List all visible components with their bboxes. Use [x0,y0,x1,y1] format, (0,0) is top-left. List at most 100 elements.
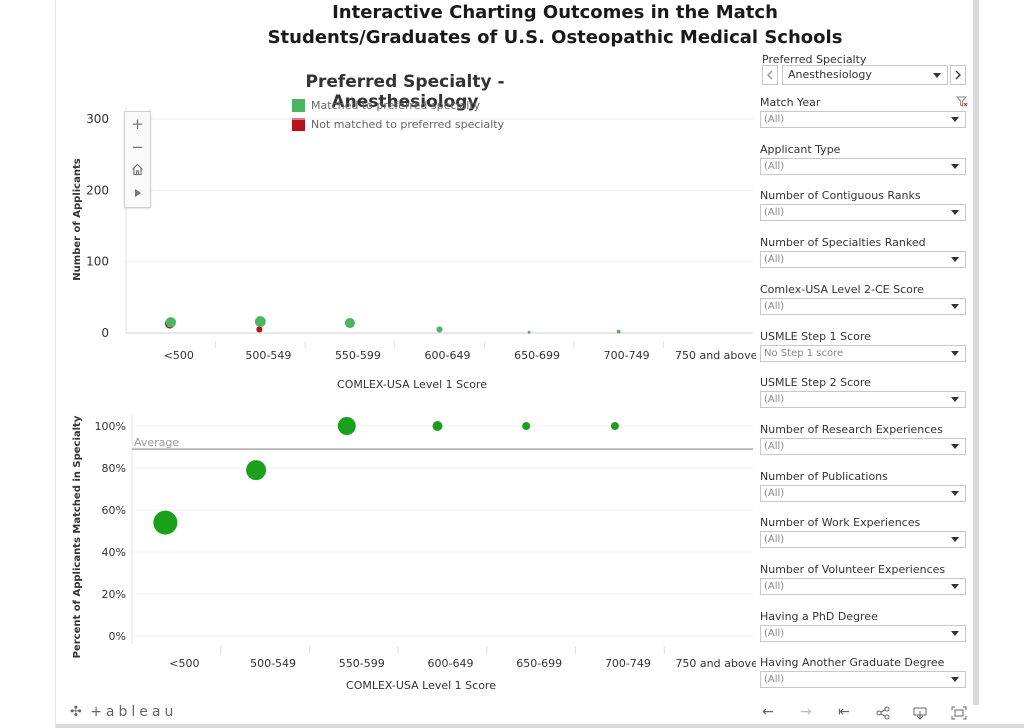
filter-select[interactable]: (All) [760,251,966,269]
filter-value: (All) [764,674,785,686]
percent-point [432,421,443,431]
filter-value: (All) [764,114,785,125]
undo-icon[interactable]: ← [762,704,774,720]
filter-label: Number of Contiguous Ranks [760,189,921,203]
matched-point [165,317,177,328]
matched-point [616,329,621,334]
minus-icon[interactable]: − [131,137,144,156]
filter-select[interactable]: (All) [760,437,966,455]
x-axis-label: COMLEX-USA Level 1 Score [346,679,496,692]
plus-icon[interactable]: + [131,114,144,133]
redo-icon[interactable]: → [800,704,812,720]
bottom-border [56,724,1024,728]
filter-select[interactable]: (All) [760,578,966,595]
preferred-specialty-value: Anesthesiology [788,68,872,81]
chevron-down-icon [951,677,959,683]
filter-label: Match Year [760,96,821,109]
filter-select[interactable]: (All) [760,391,966,409]
filter-select[interactable]: (All) [760,624,966,642]
filter-label: Applicant Type [760,142,841,156]
filter-select[interactable]: (All) [760,531,966,549]
next-specialty-button[interactable] [950,65,966,85]
x-tick-label: 550-599 [335,349,381,362]
left-margin [0,0,56,728]
x-tick-label: 700-749 [604,349,650,362]
matched-point [344,317,355,329]
average-label: Average [134,436,179,449]
filter-value: (All) [764,207,785,219]
tableau-logo[interactable]: ✣ +ableau [70,704,177,720]
filter-value: (All) [764,394,785,406]
percent-point [522,422,531,430]
chevron-down-icon [951,257,959,263]
chevron-down-icon [951,443,959,449]
chart-title: Preferred Specialty - Anesthesiology [305,72,505,112]
filter-select[interactable]: (All) [760,484,966,502]
not-matched-point [256,326,263,333]
legend-swatch-matched [292,99,305,112]
filter-label: Number of Volunteer Experiences [760,563,946,576]
y-tick-label: 100 [86,255,109,269]
filter-select[interactable]: (All) [760,157,966,175]
percent-point [337,417,356,435]
matched-point [254,316,266,327]
filter-value: (All) [764,300,785,312]
tableau-logo-text: +ableau [90,704,178,720]
y-tick-label: 0 [101,326,109,340]
x-tick-label: <500 [164,349,194,362]
x-tick-label: 650-699 [514,349,560,362]
chevron-down-icon [951,537,959,543]
legend-label-matched: Matched to preferred specialty [311,99,481,112]
title-line-2: Students/Graduates of U.S. Osteopathic M… [267,27,843,48]
legend-item-matched[interactable]: Matched to preferred specialty [292,99,480,112]
filter-label: Having Another Graduate Degree [760,656,945,670]
filter-select[interactable]: (All) [760,671,966,689]
dashboard-scrollbar[interactable] [973,0,979,705]
filter-value: (All) [764,627,785,639]
chevron-down-icon [951,584,959,589]
filter-select[interactable]: (All) [760,204,966,222]
filter-select[interactable]: (All) [760,297,966,315]
download-icon[interactable] [913,706,927,720]
percent-point [610,422,619,430]
x-tick-label: <500 [169,657,199,670]
filter-select[interactable]: (All) [760,111,966,128]
x-tick-label: 550-599 [339,657,385,670]
tableau-logo-mark: ✣ [70,704,82,720]
zoom-toolbar: + − [124,111,151,208]
home-icon[interactable] [125,158,150,181]
revert-icon[interactable]: ⇤ [838,704,850,720]
y-axis-label: Percent of Applicants Matched in Special… [72,415,83,658]
fullscreen-icon[interactable] [951,706,967,720]
filter-value: No Step 1 score [764,347,844,359]
y-tick-label: 40% [102,546,126,559]
filter-value: (All) [764,534,785,546]
y-tick-label: 100% [95,420,126,433]
y-tick-label: 60% [102,504,126,517]
y-tick-label: 0% [109,630,126,643]
y-tick-label: 300 [86,112,109,126]
share-icon[interactable] [876,706,890,720]
x-axis-label: COMLEX-USA Level 1 Score [337,378,487,391]
chevron-down-icon [951,210,959,216]
x-tick-label: 600-649 [425,349,471,362]
x-tick-label: 700-749 [605,657,651,670]
legend-item-not-matched[interactable]: Not matched to preferred specialty [292,118,504,131]
filter-label: Number of Research Experiences [760,422,943,436]
x-tick-label: 600-649 [428,657,474,670]
preferred-specialty-select[interactable]: Anesthesiology [782,65,948,85]
x-tick-label: 650-699 [516,657,562,670]
legend-label-not-matched: Not matched to preferred specialty [311,118,505,131]
chevron-down-icon [951,350,959,356]
chevron-down-icon [951,490,959,496]
x-tick-label: 500-549 [245,349,291,362]
percent-point [153,510,178,535]
clear-filter-icon[interactable] [956,96,968,108]
filter-label: Number of Specialties Ranked [760,236,926,250]
filter-label: Comlex-USA Level 2-CE Score [760,282,924,296]
play-icon[interactable] [125,181,150,204]
filter-select[interactable]: No Step 1 score [760,344,966,362]
chevron-down-icon [951,303,959,309]
x-tick-label: 750 and above [675,349,756,362]
previous-specialty-button[interactable] [762,65,778,85]
